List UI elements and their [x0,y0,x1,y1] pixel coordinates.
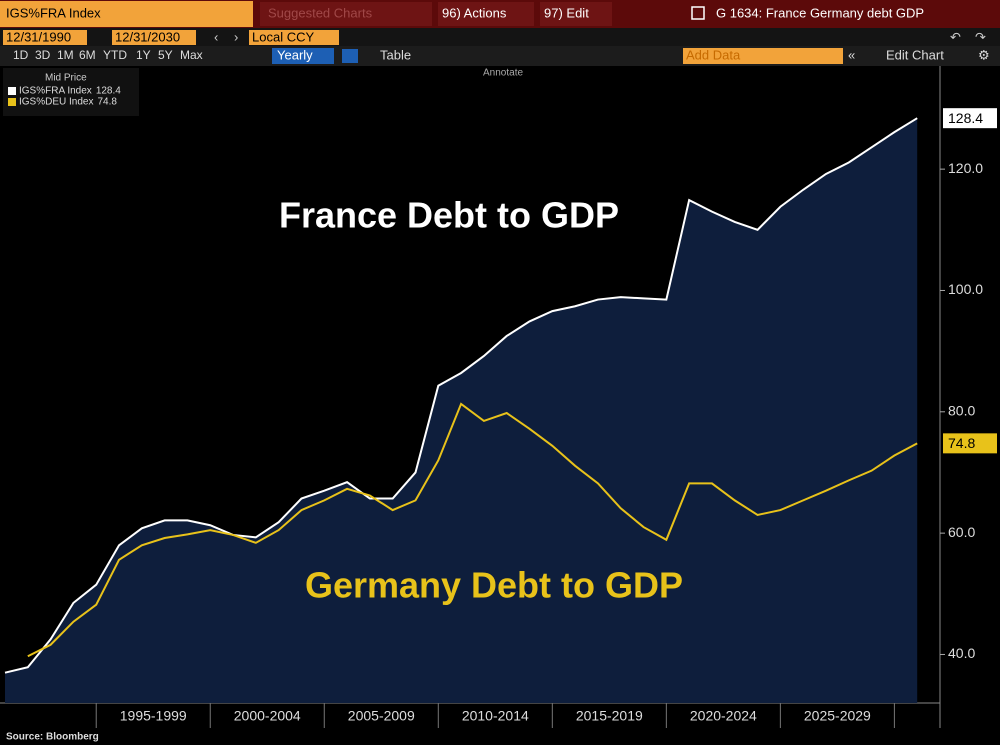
start-date: 12/31/1990 [6,29,71,44]
legend-value: 128.4 [96,86,121,97]
x-tick-label: 2015-2019 [576,708,643,724]
currency: Local CCY [252,29,314,44]
period-button[interactable]: 5Y [158,48,173,62]
table[interactable]: Table [380,47,411,62]
x-axis-strip [0,703,940,728]
x-tick-label: 2005-2009 [348,708,415,724]
add-data: Add Data [686,47,741,62]
legend-swatch [8,87,16,95]
redo-icon[interactable]: ↷ [975,29,986,44]
last-value-flag [943,108,997,129]
annotation: Germany Debt to GDP [305,565,683,606]
add-data-box[interactable] [683,48,843,64]
legend [3,68,139,116]
x-tick-label: 2025-2029 [804,708,871,724]
end-date-box[interactable] [112,30,196,45]
chart-name: G 1634: France Germany debt GDP [716,5,924,20]
annotate[interactable]: Annotate [483,68,523,79]
x-tick-label: 2020-2024 [690,708,757,724]
chart-icon[interactable] [342,49,358,63]
y-tick-label: 80.0 [948,403,975,419]
last-value-flag [943,433,997,454]
period-button[interactable]: 1M [57,48,74,62]
last-value-label: 128.4 [948,110,983,126]
legend-value: 74.8 [97,97,117,108]
x-tick-label: 2010-2014 [462,708,529,724]
source: Source: Bloomberg [6,732,99,743]
line [27,402,918,658]
end-date: 12/31/2030 [115,29,180,44]
frequency-box[interactable] [272,48,334,64]
x-tick-label: 1995-1999 [120,708,187,724]
period-button[interactable]: 1Y [136,48,151,62]
suggested: Suggested Charts [268,5,373,20]
suggested-box[interactable] [260,2,432,26]
x-tick-label: 2000-2004 [234,708,301,724]
edit: 97) Edit [544,5,589,20]
prev-arrow[interactable]: ‹ [214,29,218,44]
edit-box[interactable] [540,2,612,26]
y-tick-label: 100.0 [948,281,983,297]
legend-swatch [8,98,16,106]
actions: 96) Actions [442,5,507,20]
area [5,118,918,703]
legend-label: IGS%DEU Index [19,97,93,108]
period-button[interactable]: YTD [103,48,127,62]
line [4,117,918,674]
period-button[interactable]: 3D [35,48,51,62]
security-box[interactable] [0,1,253,27]
settings-icon[interactable]: ⚙ [978,47,990,62]
legend-label: IGS%FRA Index [19,86,92,97]
period-button[interactable]: 6M [79,48,96,62]
actions-box[interactable] [438,2,534,26]
start-date-box[interactable] [3,30,87,45]
last-value-label: 74.8 [948,435,975,451]
y-tick-label: 40.0 [948,645,975,661]
period-button[interactable]: 1D [13,48,29,62]
frequency: Yearly [277,47,313,62]
popout-icon[interactable] [691,6,705,20]
collapse-icon[interactable]: « [848,47,855,62]
undo-icon[interactable]: ↶ [950,29,961,44]
edit-chart[interactable]: Edit Chart [886,47,944,62]
annotation: France Debt to GDP [279,195,619,236]
legend-title: Mid Price [45,73,87,84]
next-arrow[interactable]: › [234,29,238,44]
currency-box[interactable] [249,30,339,45]
security: IGS%FRA Index [6,5,101,20]
period-button[interactable]: Max [180,48,203,62]
y-tick-label: 120.0 [948,160,983,176]
y-tick-label: 60.0 [948,524,975,540]
